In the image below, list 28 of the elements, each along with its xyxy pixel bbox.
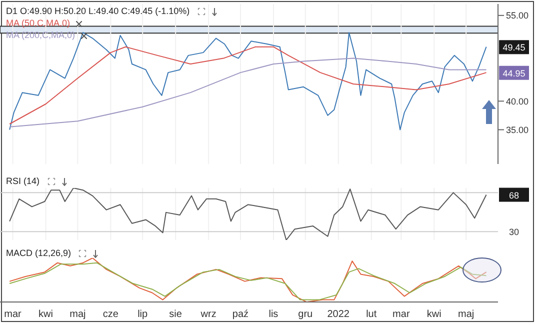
x-tick-label: kwi	[426, 309, 442, 320]
annotation: 30	[508, 227, 520, 238]
x-tick-label: mar	[392, 309, 410, 320]
line-series	[9, 58, 487, 128]
y-tick-label: 55.00	[506, 10, 529, 21]
annotation: 49.45	[502, 42, 526, 53]
x-tick-label: lip	[138, 309, 148, 320]
chart-title: RSI (14)	[6, 176, 40, 187]
annotation: 44.95	[502, 68, 526, 78]
chart-title: MACD (12,26,9)	[6, 248, 72, 259]
x-tick-label: paź	[232, 309, 249, 320]
annotation: 68	[508, 190, 520, 200]
x-tick-label: cze	[102, 309, 119, 320]
text: MA (50,C,MA,0)	[6, 18, 70, 29]
x-tick-label: maj	[458, 309, 474, 320]
x-tick-label: mar	[4, 309, 22, 320]
chart-title: D1 O:49.90 H:50.20 L:49.40 C:49.45 (-1.10%)	[6, 6, 190, 17]
x-tick-label: sie	[169, 309, 182, 320]
x-tick-label: kwi	[38, 309, 53, 320]
line-series	[9, 46, 487, 124]
y-tick-label: 35.00	[506, 124, 529, 135]
x-tick-label: wrz	[200, 309, 216, 320]
x-tick-label: gru	[298, 309, 313, 320]
x-tick-label: 2022	[327, 309, 350, 320]
x-tick-label: lut	[366, 309, 377, 320]
y-tick-label: 40.00	[506, 96, 529, 106]
x-tick-label: maj	[70, 309, 86, 320]
x-tick-label: lis	[268, 309, 278, 320]
